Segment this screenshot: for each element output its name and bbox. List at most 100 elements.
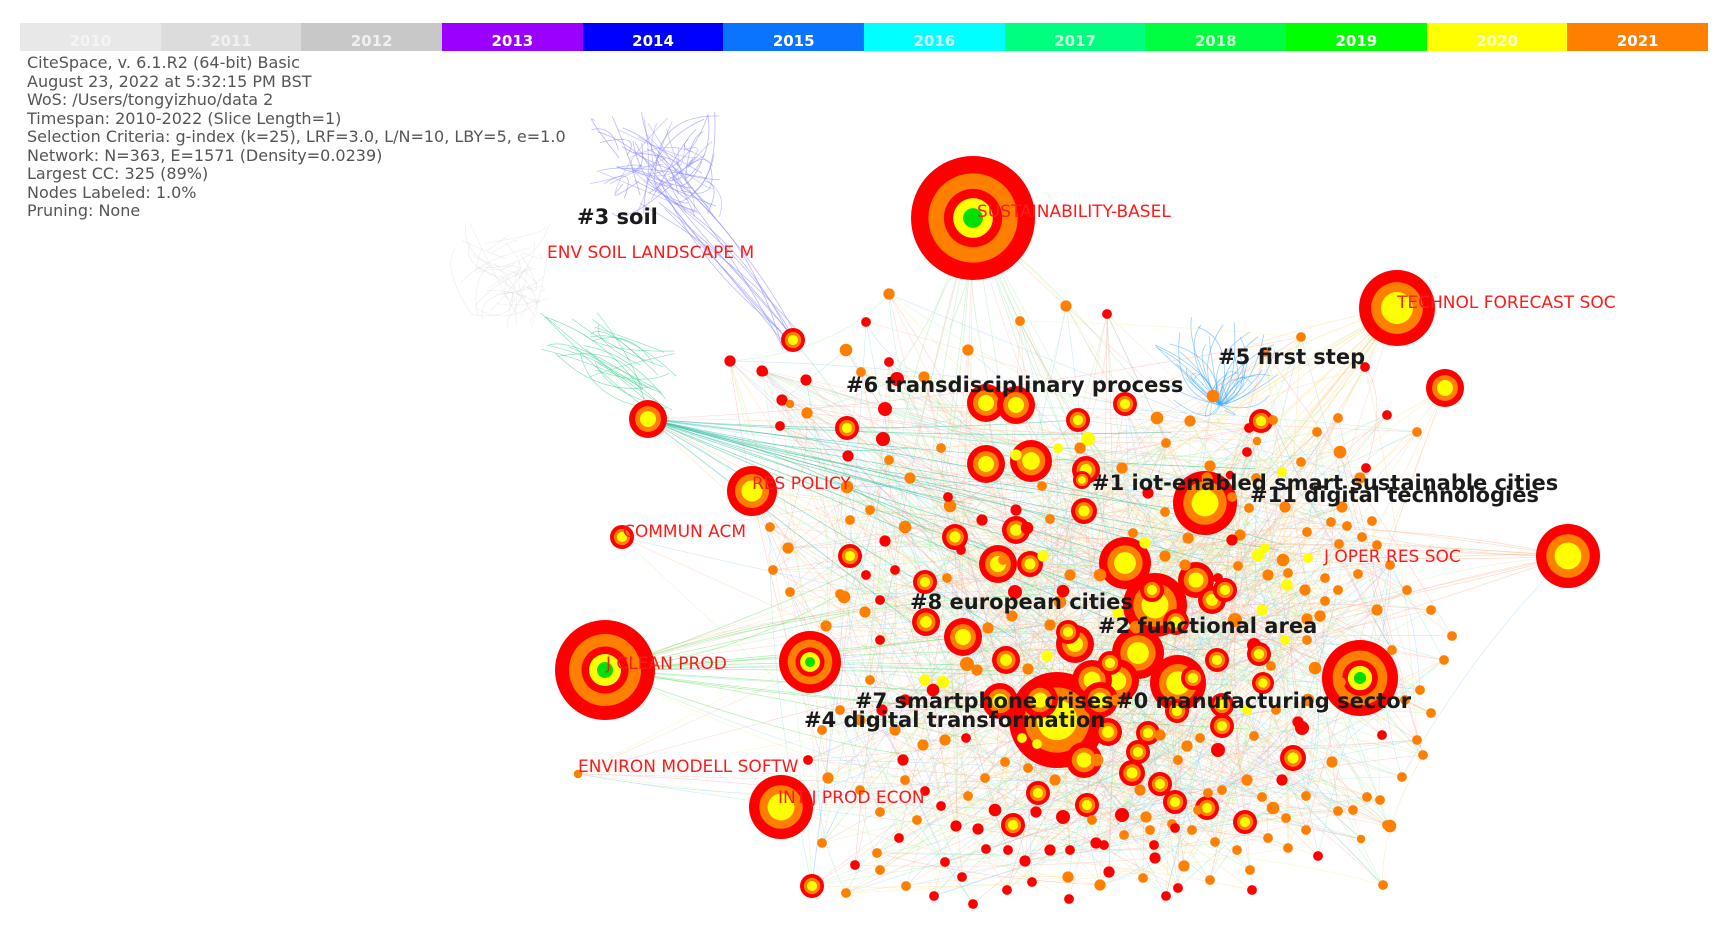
node-dot-orange [1090,753,1104,767]
node-dot-orange [1320,596,1330,606]
network-edge [1106,313,1167,444]
network-edge [896,378,948,579]
node-dot-red [1161,891,1171,901]
node-dot-orange [917,739,929,751]
node-dot-orange [1228,613,1242,627]
network-edge [949,366,1366,507]
network-edge [1005,467,1123,661]
network-edge [904,526,1037,813]
network-edge [781,399,829,779]
network-edge [1199,589,1408,739]
network-edge [1286,336,1302,849]
node-dot-orange [1336,501,1348,513]
node-dot-red [842,450,854,462]
node-dot-orange [1260,347,1270,357]
node-dot-orange [884,455,894,465]
network-edge [1197,776,1403,811]
network-edge [621,536,1033,883]
network-edge [845,349,1251,871]
network-edge [555,352,655,389]
network-edge [1164,511,1255,737]
network-edge [677,147,712,207]
node-dot-orange [1134,784,1146,796]
network-edge [1270,609,1378,667]
node-dot-orange [1015,316,1025,326]
network-edge [668,166,683,182]
network-edge [1246,779,1307,831]
node-dot-red [1065,845,1075,855]
timeline-year-2018: 2018 [1145,23,1287,51]
network-edge [789,403,1250,434]
node-ring-inner [978,395,994,411]
node-dot-orange [1244,503,1254,513]
node-dot-orange [904,472,916,484]
node-dot-orange [1378,880,1388,890]
node-dot-orange [1334,539,1344,549]
node-ring-inner [1216,699,1228,711]
network-edge [1062,336,1302,592]
network-edge [955,668,1029,827]
network-edge [461,247,531,282]
node-dot-orange [1119,830,1129,840]
network-edge [981,305,1067,521]
network-edge [916,631,1069,821]
journal-label-technol-forecast-soc: TECHNOL FORECAST SOC [1396,293,1616,313]
network-edge [1184,564,1274,809]
node-ring-inner [919,576,931,588]
network-edge [1054,779,1070,900]
network-edge [805,379,829,627]
node-ring-inner [1554,542,1582,570]
network-edge [604,669,996,811]
network-edge [1229,474,1388,826]
network-edge [616,128,698,159]
node-dot-red [1361,463,1371,473]
network-edge [1401,555,1569,778]
network-edge [604,477,1257,671]
network-edge [506,262,520,329]
network-edge [604,594,1038,671]
network-edge [904,492,1149,701]
node-ring-inner [841,422,853,434]
info-timespan: Timespan: 2010-2022 (Slice Length=1) [27,108,342,128]
network-edge [1253,477,1257,646]
network-edge [646,148,716,219]
node-dot-orange [1357,532,1367,542]
node-dot-orange [1262,569,1274,581]
network-edge [805,379,963,878]
network-edge [792,339,948,579]
node-dot-orange [1217,785,1227,795]
node-dot-orange [918,371,930,383]
node-dot-orange [1179,559,1191,571]
network-edge [860,371,881,681]
node-dot-orange [1145,825,1155,835]
node-dot-red [1242,447,1252,457]
network-edge [840,455,867,576]
network-edge [622,167,708,179]
network-edge [932,689,996,811]
network-edge [1099,829,1193,886]
network-edge [1189,420,1424,756]
network-edge [1204,398,1221,417]
network-edge [503,273,512,296]
network-edge [647,418,1115,557]
node-dot-orange [1333,806,1343,816]
node-dot-orange [1302,635,1312,645]
network-edge [1083,451,1341,512]
node-dot-orange [1439,655,1449,665]
network-edge [1253,564,1391,646]
node-dot-orange [785,587,795,597]
network-edge [751,490,1017,531]
node-dot-orange [1093,568,1107,582]
node-dot-red [1247,885,1257,895]
node-dot-yellow [1139,537,1151,549]
network-edge [1209,589,1339,881]
network-edge [905,796,1368,887]
network-edge [888,293,1258,442]
network-edge [685,147,698,167]
network-edge [1364,366,1378,469]
node-ring-inner [1169,796,1181,808]
network-edge [664,208,796,350]
node-ring-inner [949,531,961,543]
network-edge [849,519,964,638]
network-edge [488,270,523,289]
